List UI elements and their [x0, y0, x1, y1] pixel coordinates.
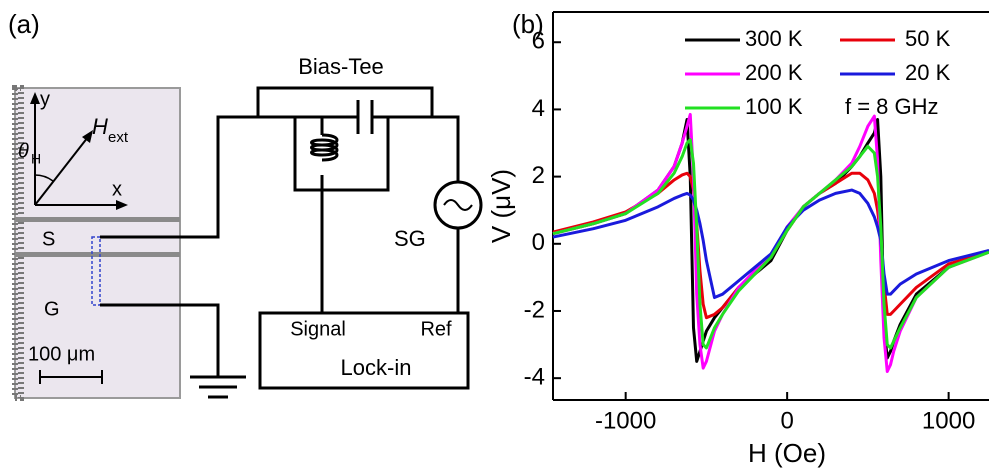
lockin-title: Lock-in	[341, 355, 412, 380]
x-tick-label: -1000	[595, 407, 656, 434]
device	[91, 236, 101, 306]
data-line	[552, 138, 989, 350]
y-tick-label: -2	[524, 296, 545, 323]
scale-bar-label: 100 μm	[28, 343, 95, 365]
arrow-head	[82, 130, 93, 143]
wire	[256, 86, 434, 117]
legend-label: 200 K	[745, 60, 803, 85]
arrow-head	[116, 200, 128, 210]
angle-label: θ	[18, 140, 29, 162]
annotation: f = 8 GHz	[845, 94, 939, 119]
lockin-box	[258, 311, 470, 390]
stripline-edge	[15, 217, 180, 222]
wire	[100, 303, 220, 377]
data-line	[552, 117, 989, 363]
field-arrow	[34, 136, 89, 206]
wire	[100, 115, 258, 239]
panel-label: (a)	[8, 9, 40, 39]
legend-label: 300 K	[745, 26, 803, 51]
legend-label: 20 K	[905, 60, 951, 85]
micrograph	[14, 87, 181, 399]
x-tick-label: 0	[780, 407, 793, 434]
y-tick-label: 2	[532, 162, 545, 189]
y-tick-label: 0	[532, 229, 545, 256]
angle-subscript: H	[31, 151, 41, 167]
wire	[372, 115, 460, 182]
field-label: H	[92, 114, 108, 139]
micrograph-edge	[12, 85, 24, 401]
y-axis-label: V (μV)	[486, 169, 516, 243]
inductor	[310, 133, 339, 162]
legend-label: 100 K	[745, 94, 803, 119]
legend-label: 50 K	[905, 26, 951, 51]
signal-line-label: S	[42, 228, 55, 250]
x-tick-label: 1000	[922, 407, 975, 434]
panel-label: (b)	[512, 9, 544, 39]
data-line	[552, 171, 989, 320]
field-subscript: ext	[108, 129, 129, 146]
axis-label: y	[40, 88, 50, 110]
source-label: SG	[394, 226, 426, 251]
stripline-edge	[15, 252, 180, 257]
sine-symbol	[443, 199, 473, 211]
axis-label: x	[112, 178, 122, 200]
wire	[293, 117, 390, 192]
angle-arc	[34, 174, 54, 182]
ground-line-label: G	[44, 298, 60, 320]
y-tick-label: 4	[532, 95, 545, 122]
lockin-ref: Ref	[420, 318, 452, 340]
y-tick-label: 6	[532, 28, 545, 55]
arrow-head	[30, 92, 40, 104]
data-line	[552, 112, 989, 373]
data-line	[552, 188, 989, 300]
lockin-signal: Signal	[290, 318, 346, 340]
bias-tee-label: Bias-Tee	[298, 54, 384, 79]
y-tick-label: -4	[524, 364, 545, 391]
x-axis-label: H (Oe)	[748, 438, 826, 468]
plot: -4 -2 0 2 4 6 -1000 0 1000 300 K 50 K 200 K 20 K 100 …	[524, 11, 989, 434]
